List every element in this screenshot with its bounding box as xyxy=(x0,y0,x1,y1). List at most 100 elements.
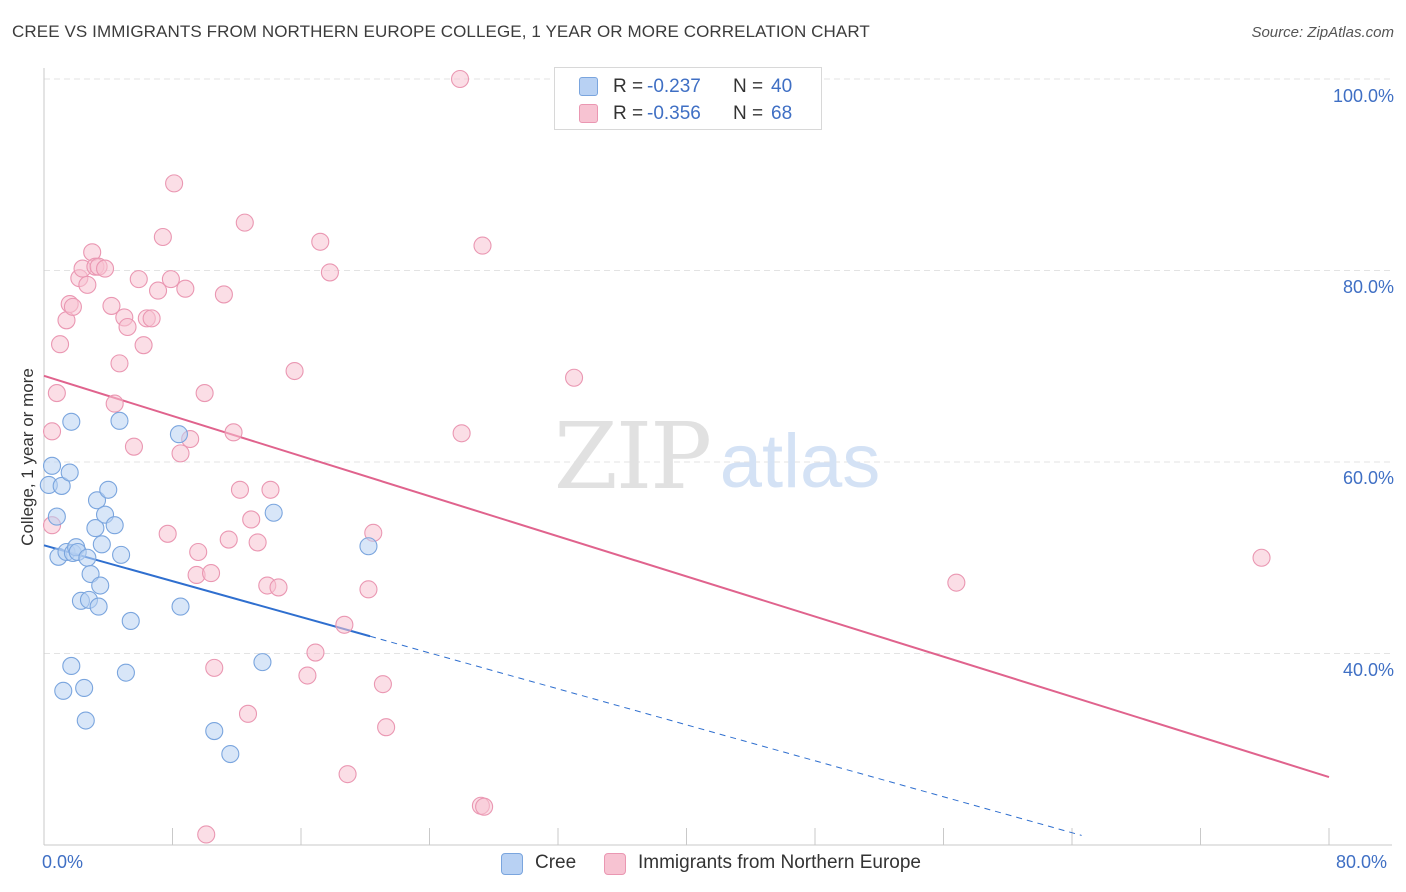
immigrants-point xyxy=(161,270,180,289)
immigrants-point xyxy=(134,336,153,355)
cree-point xyxy=(91,576,110,595)
cree-point xyxy=(171,597,190,616)
trend-lines xyxy=(43,374,1330,836)
watermark: ZIP atlas xyxy=(554,403,880,510)
immigrants-point xyxy=(95,259,115,278)
immigrants-point xyxy=(51,335,70,354)
legend-label-cree: Cree xyxy=(535,852,577,873)
cree-point xyxy=(99,480,118,499)
r-label: R = xyxy=(613,103,644,124)
trend-line-immigrants xyxy=(43,374,1330,778)
immigrants-point xyxy=(269,578,288,597)
immigrants-point xyxy=(202,564,221,583)
immigrants-point xyxy=(110,354,129,373)
immigrants-point xyxy=(124,437,143,456)
immigrants-point xyxy=(219,530,238,549)
r-value-cree: -0.237 xyxy=(647,76,701,97)
immigrants-point xyxy=(176,279,195,298)
cree-point xyxy=(359,537,378,556)
cree-swatch xyxy=(579,77,598,96)
cree-point xyxy=(112,545,131,564)
immigrants-point xyxy=(189,542,208,562)
immigrants-point xyxy=(158,524,177,543)
immigrants-point xyxy=(947,573,966,592)
cree-point xyxy=(89,597,108,616)
immigrants-point xyxy=(311,232,330,251)
watermark-atlas: atlas xyxy=(720,419,881,504)
immigrants-point xyxy=(153,227,172,247)
n-label: N = xyxy=(733,76,764,97)
trend-line-cree-extension xyxy=(369,635,1082,836)
immigrants-point xyxy=(473,236,492,255)
immigrants-point xyxy=(298,666,317,685)
immigrants-point xyxy=(171,444,190,463)
immigrants-point xyxy=(47,384,66,403)
immigrants-point xyxy=(63,297,82,316)
immigrants-point xyxy=(238,704,258,723)
immigrants-point xyxy=(450,69,470,89)
immigrants-point xyxy=(214,285,233,304)
cree-point xyxy=(116,663,135,682)
legend-label-immigrants: Immigrants from Northern Europe xyxy=(638,852,921,873)
cree-point xyxy=(54,681,73,700)
immigrants-point xyxy=(102,296,121,315)
immigrants-point xyxy=(242,510,261,529)
correlation-legend: R = -0.237 N = 40 R = -0.356 N = 68 xyxy=(554,67,822,130)
immigrants-swatch xyxy=(579,104,598,123)
cree-point xyxy=(62,412,81,431)
immigrants-point xyxy=(205,658,224,677)
immigrants-point xyxy=(148,281,168,300)
cree-swatch xyxy=(501,853,523,875)
immigrants-point xyxy=(142,309,161,328)
immigrants-swatch xyxy=(604,853,626,875)
cree-point xyxy=(121,611,140,630)
immigrants-point xyxy=(235,213,254,232)
immigrants-point xyxy=(248,533,267,552)
immigrants-point xyxy=(285,361,304,381)
cree-point xyxy=(47,507,66,526)
cree-point xyxy=(86,519,105,538)
cree-point xyxy=(110,411,129,430)
series-legend: Cree Immigrants from Northern Europe xyxy=(0,852,1406,878)
n-label: N = xyxy=(733,103,764,124)
immigrants-point xyxy=(565,368,584,387)
r-value-immigrants: -0.356 xyxy=(647,103,701,124)
y-tick-label-40: 40.0% xyxy=(1342,660,1394,680)
gridlines xyxy=(44,78,1392,654)
cree-point xyxy=(52,476,71,495)
y-tick-label-100: 100.0% xyxy=(1332,86,1394,106)
source-label: Source: ZipAtlas.com xyxy=(1251,24,1394,41)
cree-point xyxy=(264,503,283,522)
y-axis-label: College, 1 year or more xyxy=(18,368,37,546)
immigrants-point xyxy=(129,270,148,289)
x-tick-label-max: 80.0% xyxy=(1336,852,1388,872)
cree-point xyxy=(221,744,240,764)
immigrants-point xyxy=(306,643,325,662)
cree-point xyxy=(76,711,95,730)
immigrants-point xyxy=(475,797,494,816)
data-points xyxy=(39,69,1271,844)
cree-point xyxy=(169,425,188,444)
immigrants-point xyxy=(197,825,216,844)
immigrants-point xyxy=(165,174,184,193)
immigrants-point xyxy=(452,424,471,443)
cree-point xyxy=(92,535,111,554)
immigrants-point xyxy=(338,765,357,784)
immigrants-point xyxy=(230,480,250,499)
n-value-cree: 40 xyxy=(771,76,793,97)
cree-point xyxy=(78,548,97,567)
immigrants-point xyxy=(118,317,137,337)
r-label: R = xyxy=(613,76,644,97)
chart-title: CREE VS IMMIGRANTS FROM NORTHERN EUROPE … xyxy=(12,22,870,41)
immigrants-point xyxy=(320,263,339,282)
trend-line-cree xyxy=(43,544,371,638)
cree-point xyxy=(42,456,62,475)
immigrants-point xyxy=(359,580,378,599)
immigrants-point xyxy=(78,275,97,294)
immigrants-point xyxy=(1252,548,1271,567)
axes xyxy=(43,68,1392,846)
immigrants-point xyxy=(335,615,354,634)
immigrants-point xyxy=(377,718,396,737)
cree-point xyxy=(205,722,224,741)
